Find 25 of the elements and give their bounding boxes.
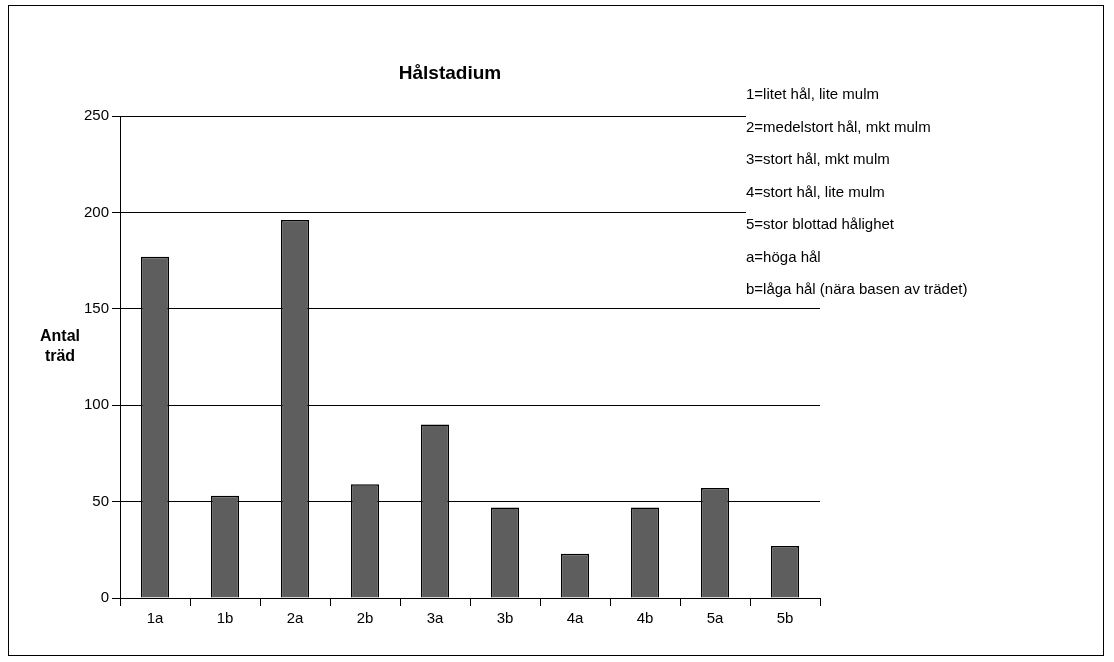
- x-tick-label: 2b: [356, 609, 374, 627]
- x-tick-label: 2a: [286, 609, 304, 627]
- text: 1=litet hål, lite mulm: [746, 84, 880, 104]
- chart-title: Hålstadium: [397, 62, 503, 84]
- x-tick-label: 1a: [146, 609, 164, 627]
- annotation: 2=medelstort hål, mkt mulm: [746, 116, 932, 137]
- x-tick-label: 4a: [566, 609, 584, 627]
- y-tick-label: 150: [83, 298, 109, 316]
- annotation: 3=stort hål, mkt mulm: [746, 149, 891, 169]
- y-tick-label: 200: [83, 202, 109, 220]
- x-tick-label: 5b: [776, 609, 794, 627]
- y-tick-label: 250: [83, 106, 109, 124]
- x-tick-label: 1b: [216, 609, 234, 627]
- annotation: b=låga hål (nära basen av trädet): [746, 279, 968, 299]
- annotation: 5=stor blottad hålighet: [746, 214, 896, 234]
- x-tick-label: 5a: [706, 609, 724, 627]
- y-tick-label: 50: [92, 491, 109, 509]
- x-tick-label: 3a: [426, 609, 444, 627]
- y-axis-title: Antal träd: [39, 326, 81, 366]
- y-tick-label: 0: [100, 588, 109, 606]
- x-tick-label: 3b: [496, 609, 514, 627]
- annotation: 4=stort hål, lite mulm: [746, 181, 886, 202]
- annotation: a=höga hål: [746, 246, 822, 267]
- y-tick-label: 100: [83, 395, 109, 413]
- x-tick-label: 4b: [636, 609, 654, 627]
